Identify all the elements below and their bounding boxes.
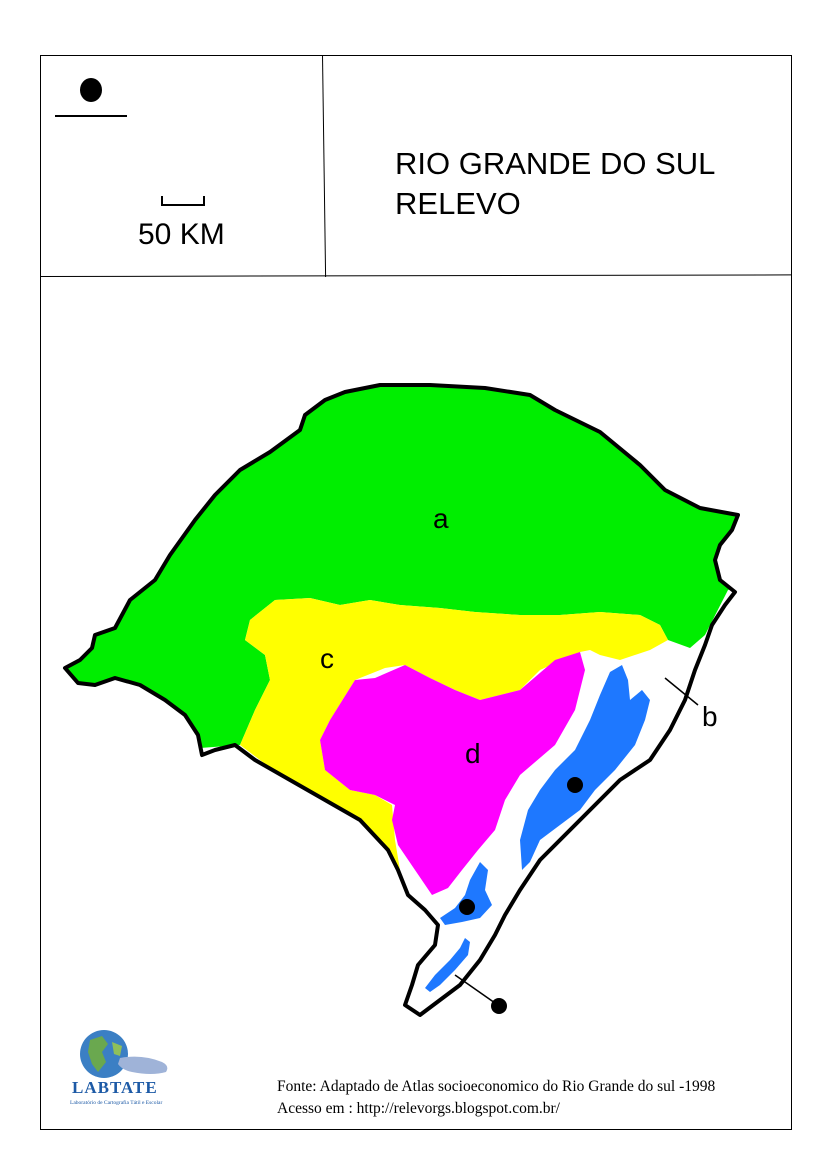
region-label-b: b xyxy=(702,701,718,732)
lagoa-dos-patos xyxy=(520,665,650,870)
city-dot-icon xyxy=(567,777,583,793)
scale-bar xyxy=(161,196,205,206)
legend-dot-icon xyxy=(80,78,102,102)
title-line-2: RELEVO xyxy=(395,186,521,221)
labtate-logo xyxy=(80,1030,168,1078)
scale-label: 50 KM xyxy=(138,218,225,251)
lagoa-mirim xyxy=(425,938,470,992)
region-c-depression xyxy=(240,598,668,870)
logo-subtitle: Laboratório de Cartografia Tátil e Escol… xyxy=(70,1100,163,1106)
source-line-2: Acesso em : http://relevorgs.blogspot.co… xyxy=(277,1100,560,1117)
leader-line xyxy=(454,974,496,1004)
city-dot-icon xyxy=(491,998,507,1014)
lagoa-small xyxy=(440,862,492,925)
map-frame xyxy=(40,55,792,1130)
source-note: Fonte: Adaptado de Atlas socioeconomico … xyxy=(277,1076,715,1120)
state-border xyxy=(63,383,740,1017)
legend-line xyxy=(55,115,127,117)
logo-name: LABTATE xyxy=(72,1078,158,1097)
region-d-shield xyxy=(320,652,585,895)
region-label-c: c xyxy=(320,643,334,674)
city-dot-icon xyxy=(459,899,475,915)
map-title: RIO GRANDE DO SUL RELEVO xyxy=(395,144,715,224)
region-label-a: a xyxy=(433,503,449,534)
source-line-1: Fonte: Adaptado de Atlas socioeconomico … xyxy=(277,1078,716,1095)
leader-line xyxy=(664,677,699,706)
region-label-d: d xyxy=(465,738,481,769)
title-line-1: RIO GRANDE DO SUL xyxy=(395,146,716,181)
